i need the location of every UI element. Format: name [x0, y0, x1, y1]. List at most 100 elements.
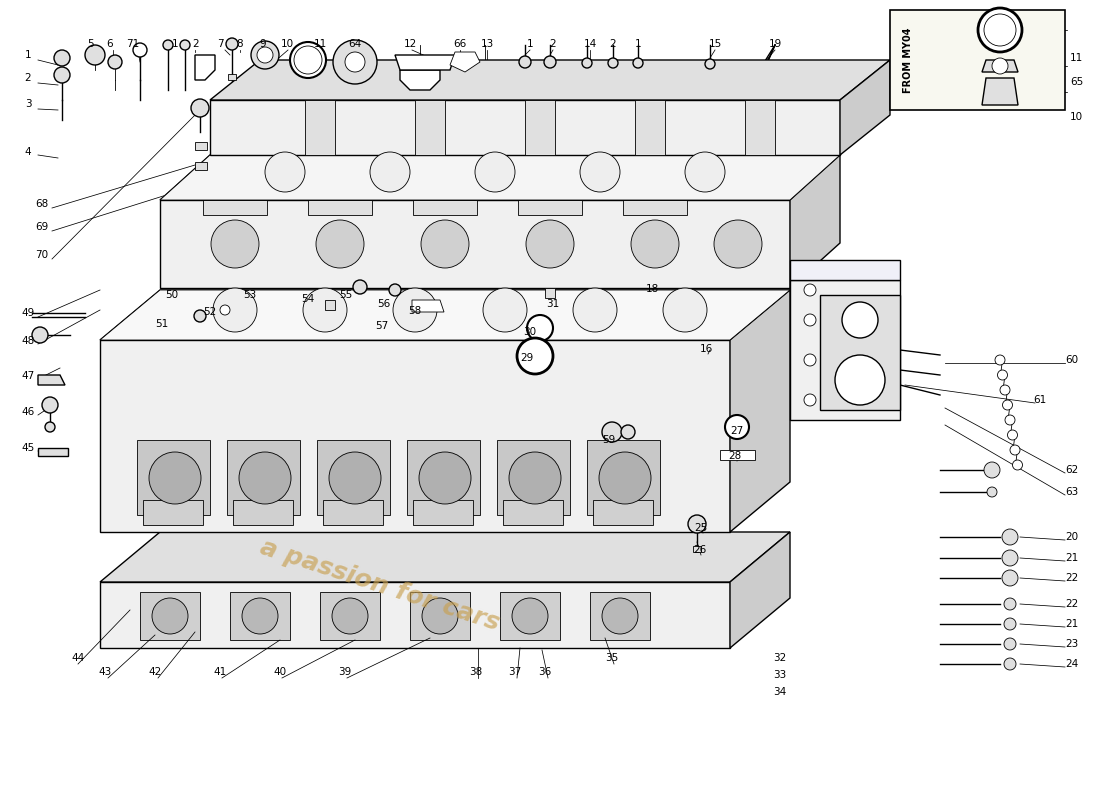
Circle shape — [211, 220, 258, 268]
Text: 15: 15 — [708, 39, 722, 49]
Text: 40: 40 — [274, 667, 287, 677]
Text: 30: 30 — [524, 327, 537, 337]
Circle shape — [213, 288, 257, 332]
Text: 47: 47 — [21, 371, 34, 381]
Circle shape — [573, 288, 617, 332]
Polygon shape — [195, 55, 214, 80]
Text: 14: 14 — [583, 39, 596, 49]
Polygon shape — [160, 200, 790, 288]
Polygon shape — [982, 78, 1018, 105]
Circle shape — [517, 338, 553, 374]
Text: 1: 1 — [24, 50, 31, 60]
Text: 13: 13 — [481, 39, 494, 49]
Circle shape — [582, 58, 592, 68]
Circle shape — [194, 310, 206, 322]
Circle shape — [685, 152, 725, 192]
Circle shape — [180, 40, 190, 50]
Polygon shape — [308, 200, 372, 215]
Polygon shape — [518, 200, 582, 215]
Circle shape — [621, 425, 635, 439]
Circle shape — [602, 598, 638, 634]
Polygon shape — [210, 100, 840, 155]
Text: 54: 54 — [301, 294, 315, 304]
Polygon shape — [497, 440, 570, 515]
Polygon shape — [308, 188, 376, 200]
Circle shape — [251, 41, 279, 69]
Circle shape — [842, 302, 878, 338]
Circle shape — [987, 487, 997, 497]
Circle shape — [42, 397, 58, 413]
Circle shape — [191, 99, 209, 117]
Text: 53: 53 — [243, 290, 256, 300]
Circle shape — [32, 327, 48, 343]
Circle shape — [1010, 445, 1020, 455]
Circle shape — [519, 56, 531, 68]
Text: 66: 66 — [453, 39, 466, 49]
Polygon shape — [730, 290, 790, 532]
Circle shape — [239, 452, 292, 504]
Polygon shape — [39, 375, 65, 385]
Circle shape — [580, 152, 620, 192]
Polygon shape — [730, 532, 790, 648]
Text: 11: 11 — [1070, 53, 1084, 63]
Text: 12: 12 — [404, 39, 417, 49]
Polygon shape — [840, 60, 890, 155]
Text: 10: 10 — [280, 39, 294, 49]
Circle shape — [152, 598, 188, 634]
Polygon shape — [790, 155, 840, 288]
Circle shape — [220, 305, 230, 315]
Polygon shape — [227, 440, 300, 515]
Text: 28: 28 — [728, 451, 741, 461]
Circle shape — [389, 284, 402, 296]
Circle shape — [54, 50, 70, 66]
Text: 44: 44 — [72, 653, 85, 663]
Circle shape — [329, 452, 381, 504]
Polygon shape — [518, 188, 586, 200]
Circle shape — [108, 55, 122, 69]
Text: 71: 71 — [126, 39, 140, 49]
Text: 22: 22 — [1066, 599, 1079, 609]
Polygon shape — [635, 100, 666, 155]
Polygon shape — [100, 582, 730, 648]
Circle shape — [226, 38, 238, 50]
Circle shape — [835, 355, 886, 405]
Circle shape — [705, 59, 715, 69]
Text: 70: 70 — [35, 250, 48, 260]
Bar — [195, 142, 207, 150]
Text: 42: 42 — [148, 667, 162, 677]
Circle shape — [1004, 638, 1016, 650]
Circle shape — [1002, 570, 1018, 586]
Polygon shape — [317, 440, 390, 515]
Text: 11: 11 — [314, 39, 327, 49]
Circle shape — [587, 302, 603, 318]
Text: 56: 56 — [377, 299, 390, 309]
Circle shape — [407, 302, 424, 318]
Polygon shape — [160, 155, 840, 200]
Circle shape — [257, 47, 273, 63]
Circle shape — [85, 45, 104, 65]
Circle shape — [1004, 618, 1016, 630]
Bar — [140, 592, 200, 640]
Text: 39: 39 — [339, 667, 352, 677]
Circle shape — [544, 56, 556, 68]
Circle shape — [483, 288, 527, 332]
Text: 52: 52 — [204, 307, 217, 317]
Bar — [590, 592, 650, 640]
Text: 43: 43 — [98, 667, 111, 677]
Circle shape — [475, 152, 515, 192]
Polygon shape — [210, 60, 890, 100]
Text: 59: 59 — [603, 435, 616, 445]
Polygon shape — [100, 340, 730, 532]
Polygon shape — [412, 300, 444, 312]
Circle shape — [497, 302, 513, 318]
Polygon shape — [587, 440, 660, 515]
Text: 48: 48 — [21, 336, 34, 346]
Text: 34: 34 — [773, 687, 786, 697]
Polygon shape — [204, 200, 267, 215]
Circle shape — [527, 315, 553, 341]
Polygon shape — [39, 448, 68, 456]
Text: 2: 2 — [24, 73, 31, 83]
Text: 21: 21 — [1066, 619, 1079, 629]
Polygon shape — [100, 290, 790, 340]
Polygon shape — [400, 70, 440, 90]
